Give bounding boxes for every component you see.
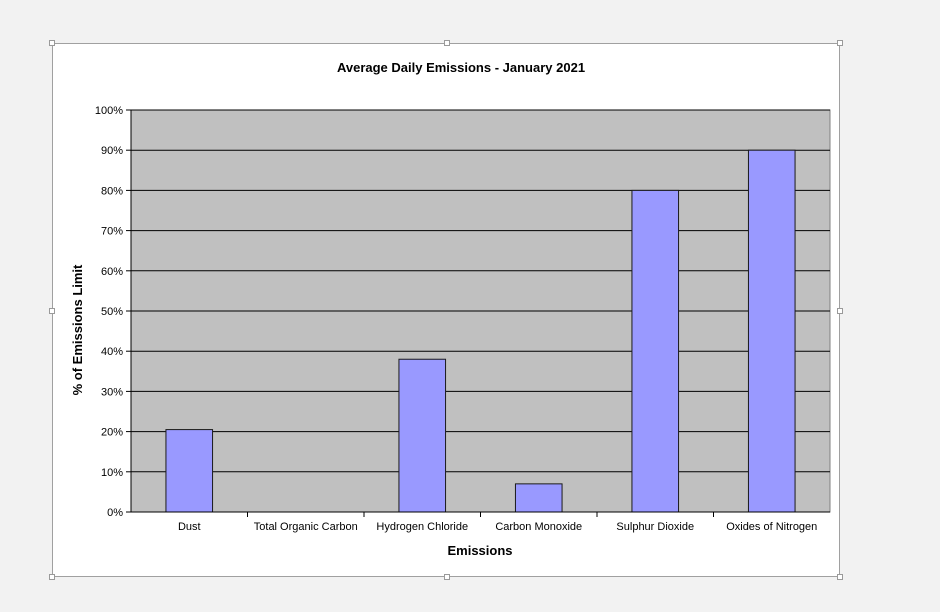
x-tick-label: Total Organic Carbon: [254, 521, 358, 533]
y-tick-label: 60%: [101, 266, 123, 278]
x-tick-label: Carbon Monoxide: [495, 521, 582, 533]
y-tick-label: 70%: [101, 226, 123, 238]
y-tick-label: 40%: [101, 346, 123, 358]
bar[interactable]: [398, 358, 447, 513]
resize-handle-bottom-center[interactable]: [444, 574, 450, 580]
y-tick-label: 30%: [101, 386, 123, 398]
x-tick-labels: Dust Total Organic Carbon Hydrogen Chlorid…: [178, 521, 817, 533]
chart-area[interactable]: 0% 10% 20% 30% 40% 50% 60% 70% 80% 90% 100% Dust To…: [49, 40, 843, 580]
bar-chart: 0% 10% 20% 30% 40% 50% 60% 70% 80% 90% 100% Dust To…: [70, 60, 831, 558]
y-axis-title: % of Emissions Limit: [70, 264, 85, 395]
x-tick-label: Dust: [178, 521, 201, 533]
y-tick-label: 20%: [101, 427, 123, 439]
x-axis-title: Emissions: [447, 543, 512, 558]
y-tick-label: 10%: [101, 467, 123, 479]
resize-handle-top-center[interactable]: [444, 40, 450, 46]
resize-handle-middle-left[interactable]: [49, 308, 55, 314]
x-tick-label: Oxides of Nitrogen: [726, 521, 817, 533]
y-tick-label: 0%: [107, 507, 123, 519]
resize-handle-middle-right[interactable]: [837, 308, 843, 314]
resize-handle-top-left[interactable]: [49, 40, 55, 46]
bar[interactable]: [165, 429, 214, 513]
bar[interactable]: [747, 149, 796, 513]
axes: [126, 109, 830, 517]
resize-handle-bottom-left[interactable]: [49, 574, 55, 580]
y-tick-label: 50%: [101, 306, 123, 318]
resize-handle-top-right[interactable]: [837, 40, 843, 46]
bar[interactable]: [514, 483, 563, 513]
resize-handle-bottom-right[interactable]: [837, 574, 843, 580]
y-tick-label: 90%: [101, 145, 123, 157]
y-tick-labels: 0% 10% 20% 30% 40% 50% 60% 70% 80% 90% 100%: [95, 105, 123, 519]
bar[interactable]: [631, 189, 680, 513]
y-tick-label: 100%: [95, 105, 123, 117]
y-tick-label: 80%: [101, 185, 123, 197]
x-tick-label: Sulphur Dioxide: [616, 521, 694, 533]
chart-title: Average Daily Emissions - January 2021: [337, 60, 585, 75]
x-tick-label: Hydrogen Chloride: [376, 521, 468, 533]
gridlines: [131, 109, 830, 473]
